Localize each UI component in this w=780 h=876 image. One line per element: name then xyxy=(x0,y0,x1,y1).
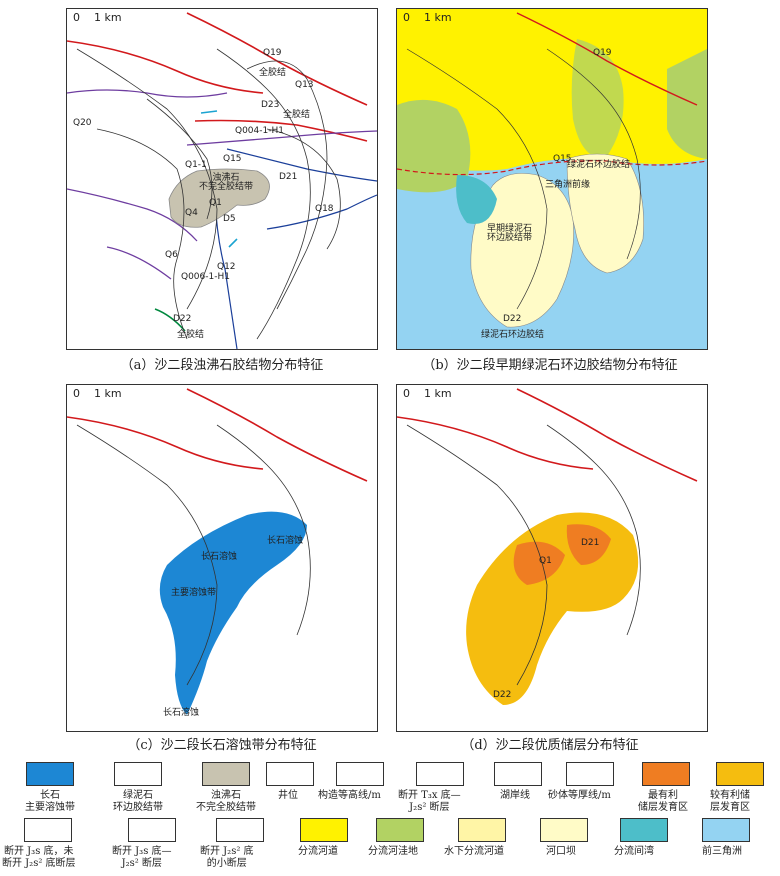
annot-chlorite-1: 绿泥石环边胶结 xyxy=(567,160,631,170)
panel-a-map: 0 1 km 浊沸石 不完全胶结带 Q19 Q13 D23 Q20 Q004-1… xyxy=(66,8,378,350)
legend-contour-text: 构造等高线/m xyxy=(318,790,381,801)
scale-label-c: 1 km xyxy=(94,387,122,400)
annot-feldspar-1: 长石溶蚀 xyxy=(201,552,238,562)
panel-b-map: 0 1 km Q19 Q15 D22 早期绿泥石 环边胶结带 绿泥石环边胶结 三角… xyxy=(396,8,708,350)
caption-b: （b）沙二段早期绿泥石环边胶结物分布特征 xyxy=(422,358,678,373)
legend-contour-swatch xyxy=(336,762,384,786)
well-d22-b: D22 xyxy=(503,314,522,324)
legend-sand-text: 砂体等厚线/m xyxy=(548,790,611,801)
caption-a: （a）沙二段浊沸石胶结物分布特征 xyxy=(120,358,324,373)
well-q15: Q15 xyxy=(223,154,242,164)
well-q4: Q4 xyxy=(185,208,198,218)
well-q19-b: Q19 xyxy=(593,48,612,58)
legend-shoreline-swatch xyxy=(494,762,542,786)
legend-laumontite-swatch xyxy=(202,762,250,786)
legend-feldspar-text: 长石 主要溶蚀带 xyxy=(25,790,75,813)
scale-zero-d: 0 xyxy=(403,387,410,400)
well-q1-1: Q1-1 xyxy=(185,160,207,170)
legend-mouthbar-swatch xyxy=(540,818,588,842)
legend-interchannel-swatch xyxy=(376,818,424,842)
annot-full-cement-1: 全胶结 xyxy=(259,68,287,78)
legend-mouthbar-text: 河口坝 xyxy=(546,846,576,857)
legend-sand-swatch xyxy=(566,762,614,786)
well-q6: Q6 xyxy=(165,250,178,260)
map-a-svg xyxy=(67,12,377,349)
well-q18: Q18 xyxy=(315,204,334,214)
scale-bar-b: 0 1 km xyxy=(403,11,452,24)
scale-zero-c: 0 xyxy=(73,387,80,400)
well-q19: Q19 xyxy=(263,48,282,58)
legend: 长石 主要溶蚀带 绿泥石 环边胶结带 浊沸石 不完全胶结带 井位 构造等高线/m… xyxy=(0,756,780,876)
well-q1: Q1 xyxy=(209,198,222,208)
map-b-svg xyxy=(397,9,707,349)
well-q004: Q004-1-H1 xyxy=(235,126,284,136)
well-q006: Q006-1-H1 xyxy=(181,272,230,282)
legend-bay-swatch xyxy=(620,818,668,842)
legend-fault-j2-swatch xyxy=(128,818,176,842)
map-c-svg xyxy=(67,388,368,715)
legend-channel-text: 分流河道 xyxy=(298,846,338,857)
legend-chlorite-swatch xyxy=(114,762,162,786)
annot-full-cement-2: 全胶结 xyxy=(283,110,311,120)
legend-bay-text: 分流间湾 xyxy=(614,846,654,857)
well-q12: Q12 xyxy=(217,262,236,272)
legend-subchannel-swatch xyxy=(458,818,506,842)
caption-d: （d）沙二段优质储层分布特征 xyxy=(461,738,639,753)
scale-zero-b: 0 xyxy=(403,11,410,24)
well-d21-d: D21 xyxy=(581,538,600,548)
well-d22: D22 xyxy=(173,314,192,324)
annot-chlorite-bottom: 绿泥石环边胶结 xyxy=(481,330,545,340)
well-d5: D5 xyxy=(223,214,236,224)
annot-feldspar-2: 长石溶蚀 xyxy=(267,536,304,546)
legend-interchannel-text: 分流河洼地 xyxy=(368,846,418,857)
chlorite-zone-label: 早期绿泥石 环边胶结带 xyxy=(487,224,533,244)
caption-c: （c）沙二段长石溶蚀带分布特征 xyxy=(127,738,317,753)
annot-main-dissolution: 主要溶蚀带 xyxy=(171,588,217,598)
legend-shoreline-text: 湖岸线 xyxy=(500,790,530,801)
legend-fault-small-text: 断开 J₂s² 底 的小断层 xyxy=(200,846,254,869)
legend-laumontite-text: 浊沸石 不完全胶结带 xyxy=(196,790,256,813)
annot-full-cement-3: 全胶结 xyxy=(177,330,205,340)
annot-feldspar-3: 长石溶蚀 xyxy=(163,708,200,718)
legend-good-text: 较有利储 层发育区 xyxy=(710,790,750,813)
laumontite-zone-label: 浊沸石 不完全胶结带 xyxy=(199,173,254,193)
legend-fault-t3-swatch xyxy=(416,762,464,786)
well-q1-d: Q1 xyxy=(539,556,552,566)
legend-fault-small-swatch xyxy=(216,818,264,842)
legend-well-text: 井位 xyxy=(278,790,298,801)
map-d-svg xyxy=(397,388,698,705)
legend-prodelta-swatch xyxy=(702,818,750,842)
legend-fault-j3-text: 断开 J₃s 底，未 断开 J₂s² 底断层 xyxy=(2,846,76,869)
panel-d-map: 0 1 km D21 Q1 D22 xyxy=(396,384,708,732)
scale-bar-d: 0 1 km xyxy=(403,387,452,400)
scale-zero: 0 xyxy=(73,11,80,24)
legend-fault-t3-text: 断开 T₃x 底— J₂s² 断层 xyxy=(398,790,461,813)
legend-chlorite-text: 绿泥石 环边胶结带 xyxy=(113,790,163,813)
scale-bar: 0 1 km xyxy=(73,11,122,24)
well-q20: Q20 xyxy=(73,118,92,128)
well-q15-b: Q15 xyxy=(553,154,572,164)
legend-prodelta-text: 前三角洲 xyxy=(702,846,742,857)
panel-c-map: 0 1 km 主要溶蚀带 长石溶蚀 长石溶蚀 长石溶蚀 xyxy=(66,384,378,732)
legend-good-swatch xyxy=(716,762,764,786)
legend-fault-j2-text: 断开 J₃s 底— J₂s² 断层 xyxy=(112,846,172,869)
well-q13: Q13 xyxy=(295,80,314,90)
well-d21: D21 xyxy=(279,172,298,182)
well-d22-d: D22 xyxy=(493,690,512,700)
legend-best-text: 最有利 储层发育区 xyxy=(638,790,688,813)
legend-subchannel-text: 水下分流河道 xyxy=(444,846,504,857)
scale-bar-c: 0 1 km xyxy=(73,387,122,400)
well-d23: D23 xyxy=(261,100,280,110)
scale-label-b: 1 km xyxy=(424,11,452,24)
legend-best-swatch xyxy=(642,762,690,786)
annot-delta-front: 三角洲前缘 xyxy=(545,180,591,190)
legend-feldspar-swatch xyxy=(26,762,74,786)
legend-fault-j3-swatch xyxy=(24,818,72,842)
legend-channel-swatch xyxy=(300,818,348,842)
legend-well-swatch xyxy=(266,762,314,786)
scale-label-d: 1 km xyxy=(424,387,452,400)
scale-label: 1 km xyxy=(94,11,122,24)
